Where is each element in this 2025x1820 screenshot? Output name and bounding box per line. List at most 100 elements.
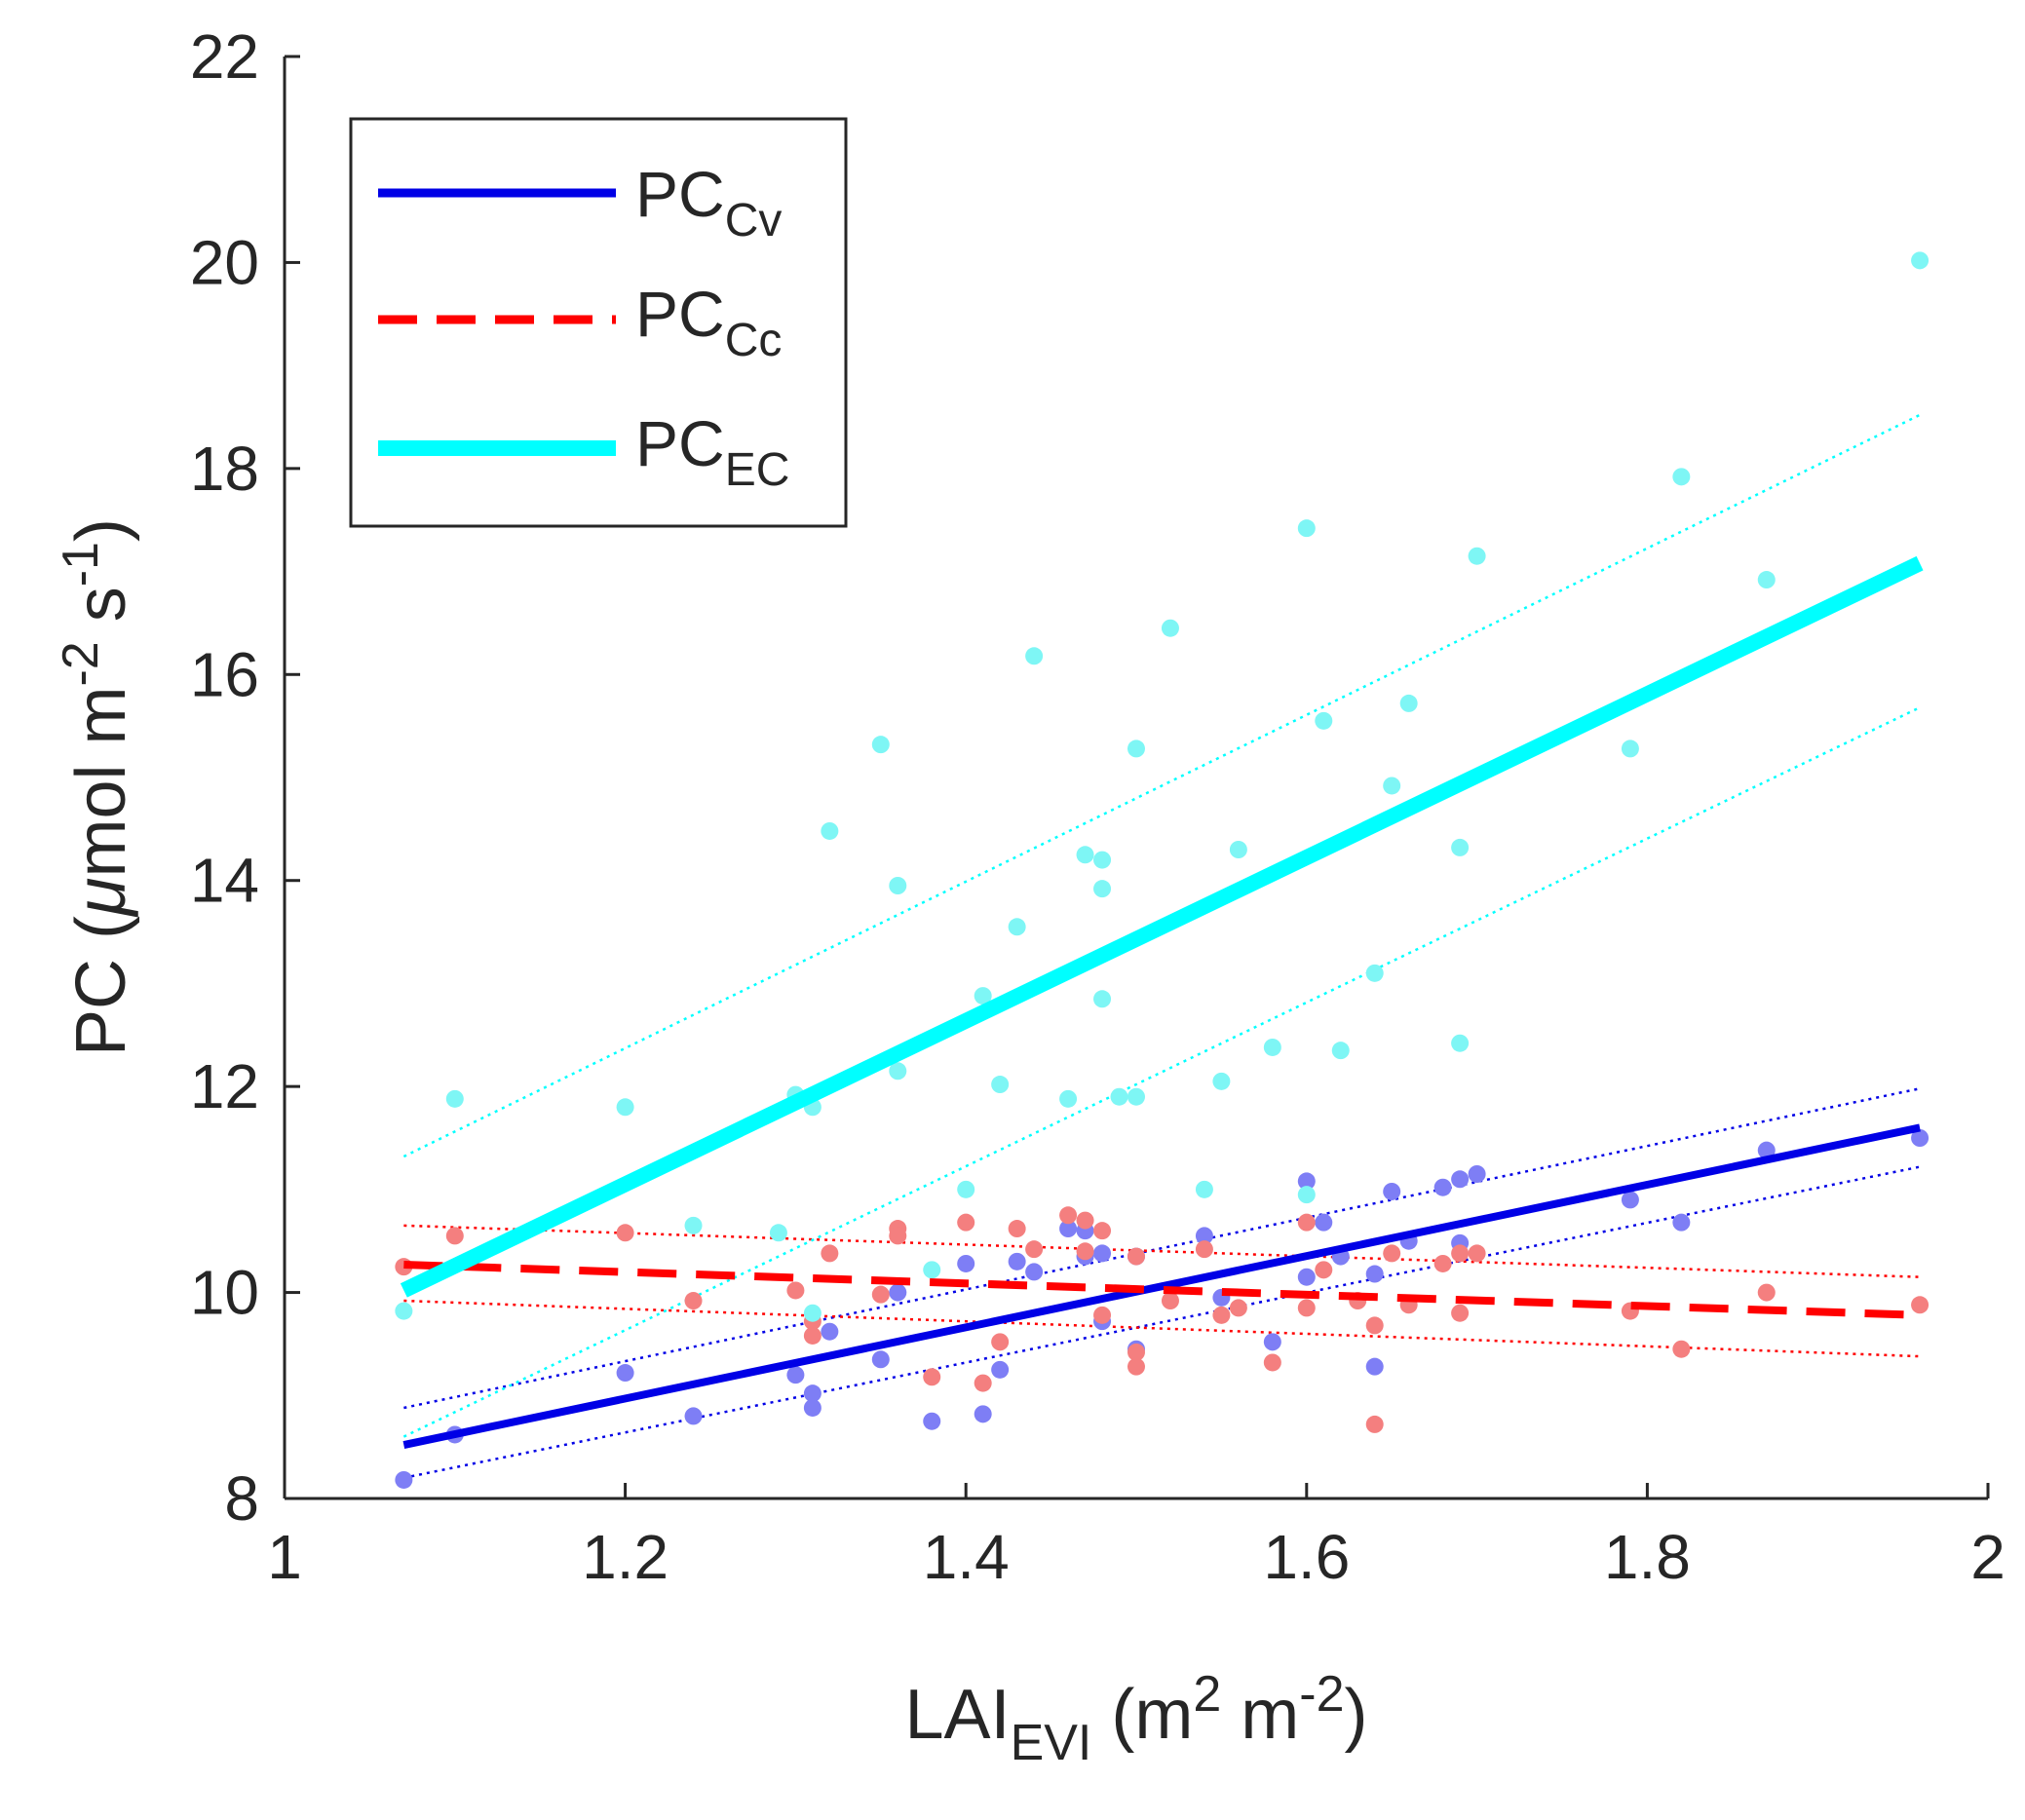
data-point-cc [1076, 1211, 1094, 1230]
data-point-cc [871, 1285, 890, 1304]
axes [283, 57, 1988, 1500]
legend-label-cv: PCCv [635, 158, 782, 246]
y-tick-label: 14 [190, 846, 259, 916]
x-axis-title-rest-b: m [1221, 1676, 1299, 1754]
data-point-cv [889, 1283, 907, 1302]
data-point-ec [1195, 1180, 1213, 1198]
data-point-cc [803, 1326, 821, 1345]
data-point-cv [1263, 1333, 1281, 1351]
data-point-ec [957, 1180, 975, 1198]
x-axis-title-main: LAI [904, 1676, 1010, 1754]
y-axis-title-sup2: -1 [53, 542, 109, 587]
legend-label-ec-main: PC [635, 407, 725, 479]
data-point-ec [821, 821, 839, 840]
data-point-cv [1433, 1178, 1452, 1196]
data-point-ec [1297, 1186, 1316, 1204]
ci-lower-line-cv [403, 1165, 1921, 1480]
legend-label-cc-sub: Cc [725, 315, 783, 366]
data-point-cv [1757, 1141, 1776, 1159]
fit-line-cc [403, 1261, 1921, 1319]
data-point-cc [1315, 1261, 1333, 1279]
data-point-ec [1127, 1087, 1145, 1106]
y-tick-label: 8 [224, 1463, 259, 1534]
data-point-cv [616, 1364, 634, 1383]
x-axis-title-sub: EVI [1011, 1715, 1092, 1771]
data-point-ec [1911, 251, 1929, 270]
data-point-ec [1076, 846, 1094, 864]
legend: PCCv PCCc PCEC [349, 117, 848, 528]
data-point-cv [1297, 1268, 1316, 1286]
data-point-cc [1672, 1340, 1691, 1358]
data-point-cv [1365, 1265, 1384, 1283]
x-tick-label: 1.8 [1604, 1522, 1691, 1592]
data-point-ec [1331, 1042, 1350, 1060]
x-tick-label: 1 [267, 1522, 302, 1592]
data-point-ec [1059, 1089, 1078, 1108]
data-point-cc [957, 1213, 975, 1232]
data-point-cv [1451, 1170, 1470, 1189]
data-point-cc [786, 1281, 805, 1300]
data-point-cc [1383, 1244, 1401, 1263]
data-point-ec [1093, 880, 1112, 898]
data-point-cc [1127, 1357, 1145, 1376]
legend-label-ec-sub: EC [725, 444, 790, 496]
legend-entry-cv: PCCv [378, 158, 782, 246]
fit-lines [400, 555, 1924, 1449]
legend-label-cc: PCCc [635, 278, 782, 366]
data-point-ec [1365, 964, 1384, 982]
data-point-cc [1365, 1316, 1384, 1335]
legend-label-cv-sub: Cv [725, 195, 783, 246]
data-point-cv [1672, 1213, 1691, 1232]
y-axis-title-mu: μ [62, 878, 140, 918]
data-point-cv [1059, 1220, 1078, 1238]
data-point-ec [1093, 990, 1112, 1008]
fit-line-ec [400, 555, 1924, 1298]
data-point-cv [923, 1412, 941, 1430]
data-point-cv [1468, 1165, 1486, 1183]
data-point-cc [821, 1244, 839, 1263]
data-point-cc [1127, 1247, 1145, 1266]
data-point-cv [395, 1470, 413, 1489]
legend-label-ec: PCEC [635, 407, 789, 496]
data-point-cv [1195, 1227, 1213, 1245]
data-point-cc [616, 1224, 634, 1242]
y-tick-label: 16 [190, 639, 259, 709]
y-tick-label: 10 [190, 1258, 259, 1328]
x-ticks: 1 1.2 1.4 1.6 1.8 2 [267, 1483, 2006, 1592]
data-point-cv [1025, 1263, 1044, 1281]
data-point-cc [1451, 1244, 1470, 1263]
y-axis-title: PC (μmol m-2 s-1) [53, 518, 140, 1056]
data-point-cc [1263, 1353, 1281, 1372]
x-axis-title-rest-a: (m [1091, 1676, 1193, 1754]
x-axis-title-sup1: 2 [1193, 1666, 1221, 1723]
data-point-cv [1383, 1182, 1401, 1200]
data-point-cc [1297, 1213, 1316, 1232]
data-point-ec [1757, 571, 1776, 589]
data-point-cc [1297, 1299, 1316, 1317]
ci-upper-line-ec [402, 413, 1921, 1158]
data-point-cc [1059, 1206, 1078, 1225]
y-axis-title-main: PC ( [62, 916, 140, 1056]
data-point-cc [1468, 1244, 1486, 1263]
data-point-cc [1195, 1240, 1213, 1259]
y-tick-label: 18 [190, 434, 259, 504]
data-point-ec [871, 736, 890, 754]
x-axis-title: LAIEVI (m2 m-2) [904, 1666, 1367, 1771]
data-point-ec [803, 1304, 821, 1322]
data-point-cv [1297, 1172, 1316, 1191]
data-point-ec [616, 1098, 634, 1117]
y-axis-title-rest-a: mol m [62, 687, 140, 878]
ci-upper-line-cc [403, 1224, 1921, 1278]
x-tick-label: 1.6 [1263, 1522, 1350, 1592]
data-point-ec [1672, 468, 1691, 486]
y-axis-title-rest-b: s [62, 587, 140, 641]
ci-upper-line-cv [403, 1087, 1921, 1410]
y-tick-label: 20 [190, 227, 259, 297]
data-point-ec [1263, 1038, 1281, 1056]
data-point-ec [923, 1261, 941, 1279]
data-point-ec [1451, 838, 1470, 856]
data-point-ec [1399, 694, 1418, 712]
data-point-ec [1383, 777, 1401, 795]
data-point-cc [974, 1374, 992, 1392]
